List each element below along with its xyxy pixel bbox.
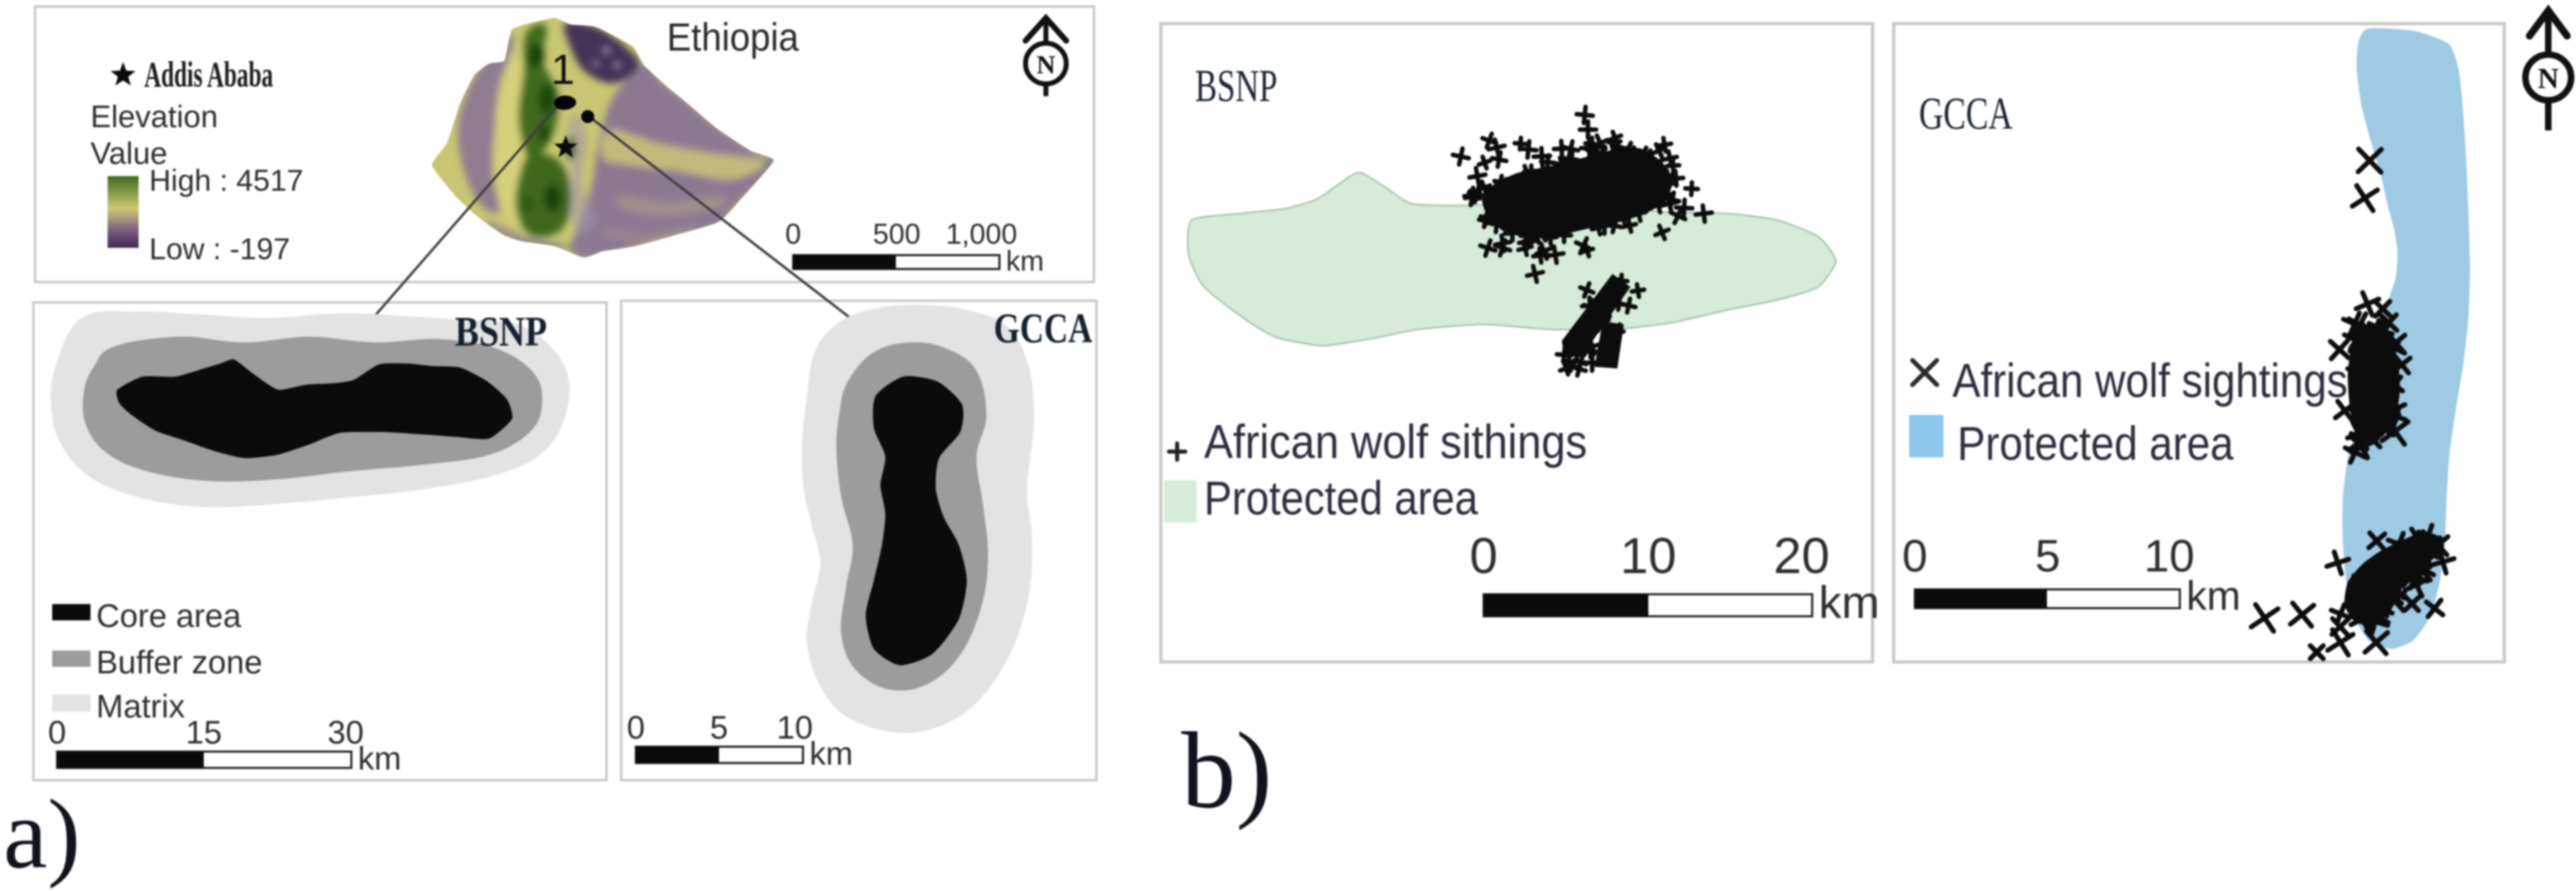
svg-text:Value: Value [90,137,167,171]
svg-text:High : 4517: High : 4517 [149,164,303,197]
svg-text:BSNP: BSNP [1195,61,1277,112]
svg-text:GCCA: GCCA [1919,89,2013,139]
svg-text:5: 5 [710,710,728,746]
svg-text:30: 30 [328,715,364,751]
svg-text:African wolf sightings: African wolf sightings [1952,355,2348,408]
svg-text:500: 500 [873,218,920,250]
svg-text:Low : -197: Low : -197 [149,232,290,266]
svg-text:km: km [1006,245,1044,277]
svg-text:10: 10 [2144,530,2194,581]
svg-text:N: N [1036,50,1055,79]
svg-text:5: 5 [2035,530,2060,581]
svg-text:10: 10 [1621,528,1677,584]
svg-text:15: 15 [186,715,223,751]
svg-text:0: 0 [785,218,801,250]
svg-text:km: km [358,741,401,777]
svg-text:b): b) [1181,710,1273,831]
svg-text:0: 0 [627,710,645,746]
svg-text:Buffer zone: Buffer zone [96,645,262,681]
svg-text:a): a) [3,779,81,889]
svg-text:0: 0 [1902,530,1927,581]
svg-text:1: 1 [551,46,575,94]
svg-text:20: 20 [1774,528,1830,584]
svg-text:Addis Ababa: Addis Ababa [144,55,273,95]
svg-text:10: 10 [777,710,814,746]
svg-text:Ethiopia: Ethiopia [667,16,799,60]
svg-text:Elevation: Elevation [90,100,218,135]
svg-text:GCCA: GCCA [994,306,1092,352]
svg-text:African wolf sithings: African wolf sithings [1204,416,1587,469]
svg-text:Core area: Core area [96,598,242,634]
svg-text:N: N [2538,62,2559,95]
svg-text:km: km [809,736,853,772]
svg-text:BSNP: BSNP [455,309,547,355]
svg-text:0: 0 [48,715,66,751]
svg-text:Protected area: Protected area [1957,417,2234,470]
svg-text:Protected area: Protected area [1204,472,1479,525]
svg-text:0: 0 [1470,528,1498,584]
svg-text:Matrix: Matrix [96,689,185,725]
svg-text:1,000: 1,000 [946,218,1017,250]
svg-text:km: km [2186,573,2241,619]
svg-text:km: km [1819,576,1880,628]
